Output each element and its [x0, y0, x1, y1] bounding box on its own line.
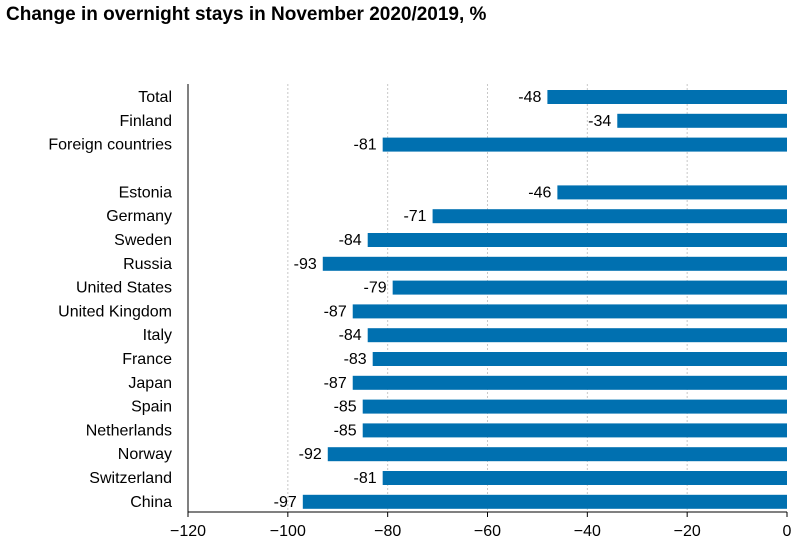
- bar: [302, 494, 787, 509]
- data-label: -85: [334, 422, 357, 439]
- category-label: United Kingdom: [58, 303, 172, 320]
- bar: [557, 185, 787, 200]
- category-label: Finland: [120, 113, 172, 130]
- category-label: Foreign countries: [48, 137, 172, 154]
- data-label: -87: [324, 375, 347, 392]
- bar: [352, 304, 787, 319]
- category-label: Switzerland: [89, 470, 172, 487]
- data-label: -97: [274, 494, 297, 511]
- data-label: -84: [339, 232, 362, 249]
- category-label: Japan: [128, 375, 172, 392]
- bar: [362, 399, 787, 414]
- bar: [392, 280, 787, 295]
- category-label: Estonia: [119, 184, 172, 201]
- x-tick-label: −80: [374, 523, 401, 540]
- bar: [322, 256, 787, 271]
- category-label: France: [122, 351, 172, 368]
- category-label: Germany: [106, 208, 172, 225]
- x-tick-label: 0: [783, 523, 792, 540]
- bar: [367, 233, 787, 247]
- bar: [617, 113, 787, 128]
- x-tick-label: −20: [674, 523, 701, 540]
- bar: [352, 375, 787, 390]
- bar: [547, 90, 787, 104]
- category-label: Netherlands: [86, 422, 172, 439]
- bar: [367, 328, 787, 343]
- category-label: Total: [138, 89, 172, 106]
- category-label: Russia: [123, 256, 172, 273]
- bar: [327, 447, 787, 462]
- data-label: -93: [294, 256, 317, 273]
- axes: [187, 84, 788, 517]
- labels: −120 −100 −80 −60 −40 −20 0 -48 Total -34 Finland -…: [48, 89, 791, 540]
- bar: [372, 352, 787, 366]
- grid-lines: [287, 84, 688, 512]
- category-label: Sweden: [114, 232, 172, 249]
- x-tick-label: −100: [270, 523, 306, 540]
- data-label: -92: [299, 446, 322, 463]
- bar: [362, 423, 787, 438]
- data-label: -85: [334, 399, 357, 416]
- data-label: -79: [364, 280, 387, 297]
- bar: [382, 137, 787, 152]
- bars: [302, 90, 787, 509]
- category-label: United States: [76, 280, 172, 297]
- data-label: -48: [518, 89, 541, 106]
- category-label: Norway: [118, 446, 172, 463]
- category-label: Italy: [143, 327, 172, 344]
- data-label: -34: [588, 113, 611, 130]
- chart-title: Change in overnight stays in November 20…: [6, 4, 487, 25]
- category-label: China: [130, 494, 172, 511]
- data-label: -87: [324, 303, 347, 320]
- bar: [382, 471, 787, 485]
- x-tick-label: −40: [574, 523, 601, 540]
- data-label: -71: [403, 208, 426, 225]
- category-label: Spain: [131, 399, 172, 416]
- data-label: -81: [354, 470, 377, 487]
- data-label: -84: [339, 327, 362, 344]
- data-label: -83: [344, 351, 367, 368]
- data-label: -81: [354, 137, 377, 154]
- bar: [432, 209, 787, 224]
- data-label: -46: [528, 184, 551, 201]
- x-tick-label: −120: [170, 523, 206, 540]
- x-tick-label: −60: [474, 523, 501, 540]
